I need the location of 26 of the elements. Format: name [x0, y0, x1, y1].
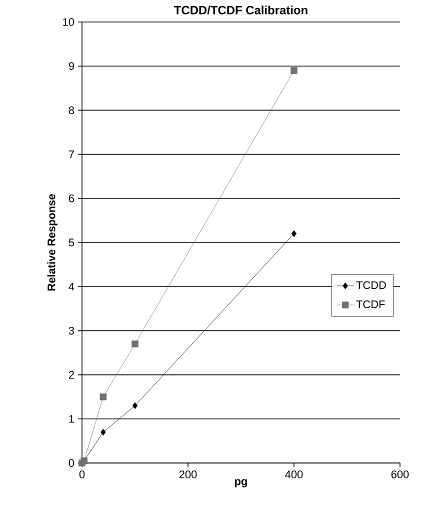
point — [100, 428, 106, 436]
legend-label: TCDF — [356, 300, 385, 308]
point — [290, 67, 298, 74]
x-tick-label: 600 — [391, 470, 409, 478]
y-tick-label: 8 — [68, 106, 74, 114]
x-tick-label: 0 — [79, 470, 85, 478]
y-tick-label: 10 — [63, 18, 74, 26]
y-tick-label: 7 — [68, 150, 74, 158]
y-tick-label: 2 — [68, 370, 74, 379]
chart-title: TCDD/TCDF Calibration — [174, 6, 308, 14]
y-tick-label: 5 — [68, 238, 74, 246]
y-tick-label: 9 — [68, 62, 74, 70]
y-tick-label: 6 — [68, 194, 74, 202]
x-tick-label: 200 — [179, 470, 197, 478]
x-tick-label: 400 — [285, 470, 303, 478]
y-tick-label: 4 — [68, 282, 74, 290]
x-axis-title: pg — [235, 479, 247, 488]
y-tick-label: 3 — [68, 326, 74, 335]
y-tick-label: 0 — [68, 459, 74, 467]
point — [100, 393, 107, 400]
point — [291, 230, 297, 238]
point — [132, 402, 138, 410]
point — [132, 340, 138, 348]
legend-label: TCDD — [356, 281, 386, 290]
y-axis-title: Relative Response — [47, 194, 58, 290]
y-tick-label: 1 — [69, 415, 74, 423]
